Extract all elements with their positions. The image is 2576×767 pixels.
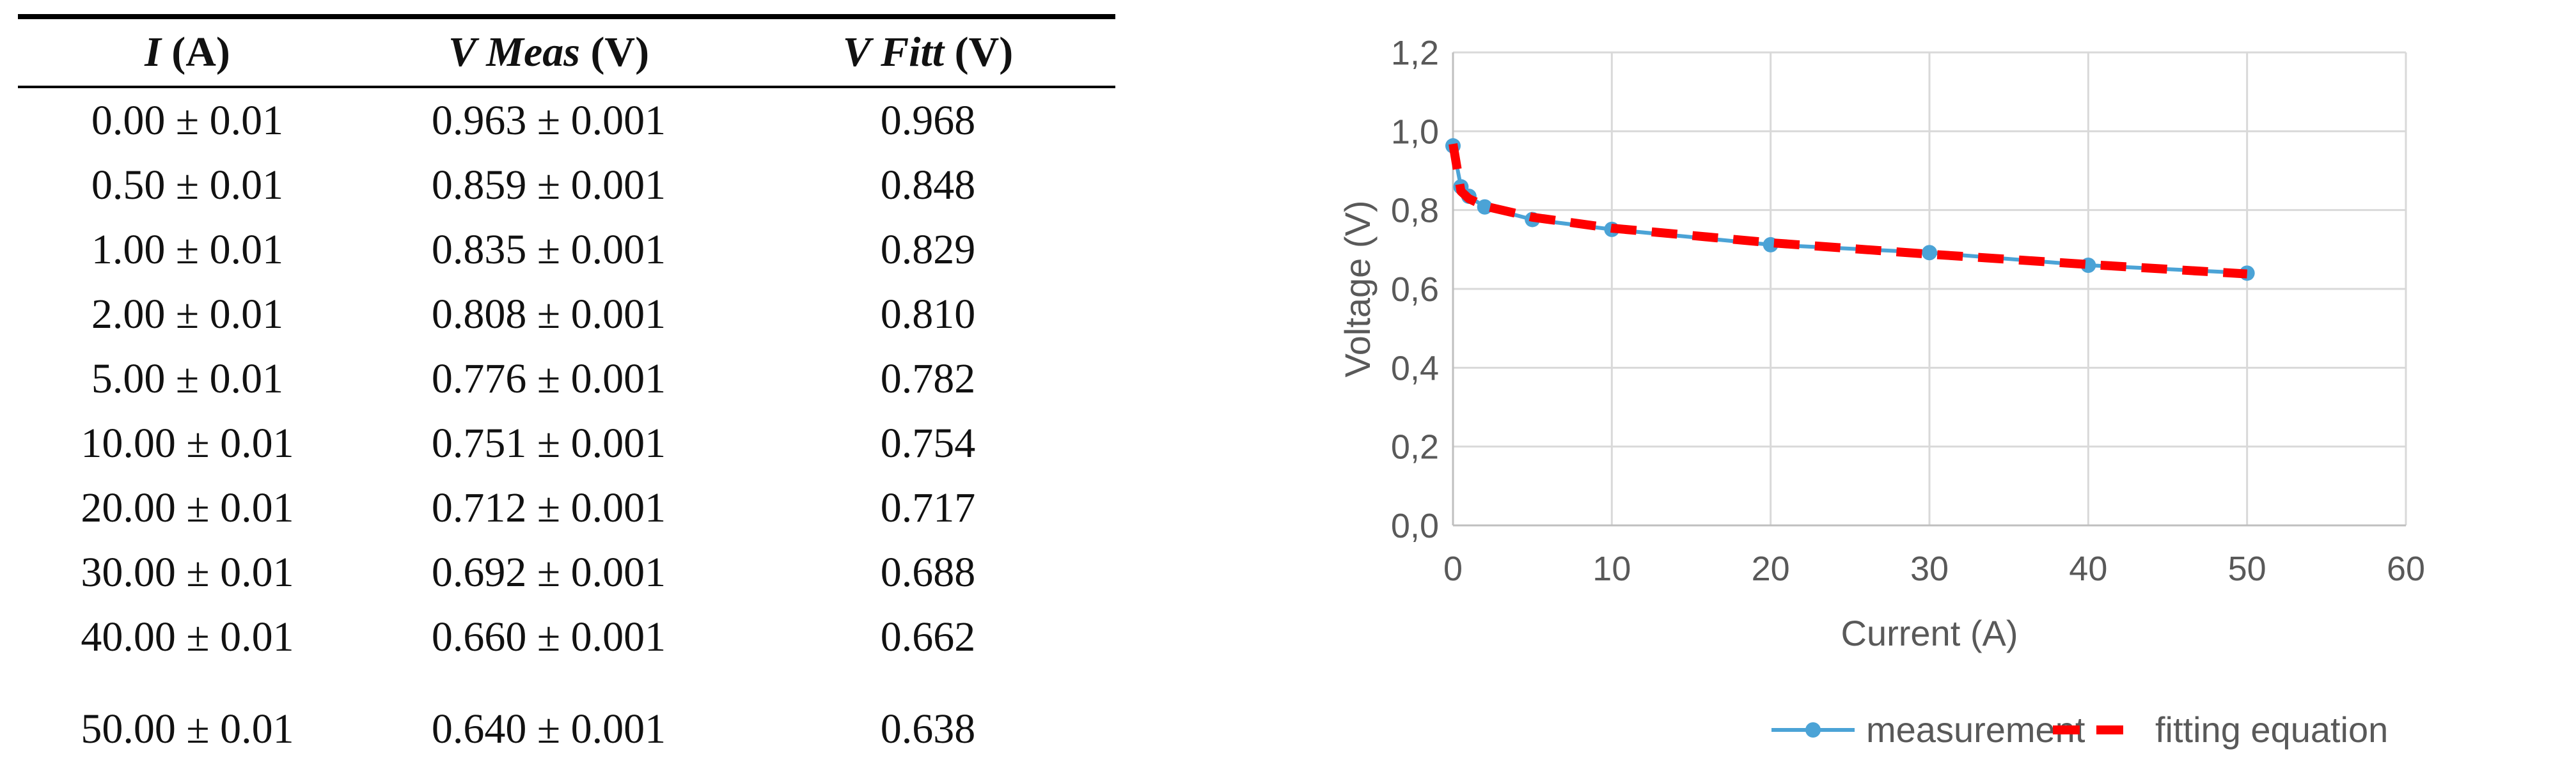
chart-gridlines <box>1453 51 2407 525</box>
y-axis-title: Voltage (V) <box>1337 200 1378 377</box>
cell-current: 0.00 ± 0.01 <box>91 97 284 144</box>
chart-legend: measurement fitting equation <box>1771 709 2388 750</box>
header-voltage-measured: V Meas (V) <box>357 14 741 88</box>
cell-voltage-measured: 0.640 ± 0.001 <box>431 706 666 752</box>
cell-current: 0.50 ± 0.01 <box>91 161 284 208</box>
cell-current: 1.00 ± 0.01 <box>91 226 284 273</box>
cell-current: 40.00 ± 0.01 <box>81 613 294 660</box>
legend-label-measurement: measurement <box>1866 709 2085 750</box>
voltage-current-chart: 0 10 20 30 40 50 60 0,0 0,2 0,4 0,6 0,8 1,0 1,2 Curre… <box>1337 34 2425 750</box>
cell-voltage-fitted: 0.754 <box>880 419 976 467</box>
cell-voltage-fitted: 0.638 <box>880 706 976 752</box>
cell-voltage-fitted: 0.662 <box>880 613 976 660</box>
y-tick-label: 0,2 <box>1391 428 1439 467</box>
data-point-measurement <box>1922 245 1937 261</box>
cell-voltage-fitted: 0.717 <box>880 484 976 531</box>
cell-voltage-measured: 0.776 ± 0.001 <box>431 355 666 402</box>
table-row: 1.00 ± 0.01 0.835 ± 0.001 0.829 <box>18 217 1115 282</box>
table-row: 20.00 ± 0.01 0.712 ± 0.001 0.717 <box>18 476 1115 540</box>
legend-label-fitting-equation: fitting equation <box>2155 709 2388 750</box>
cell-current: 30.00 ± 0.01 <box>81 548 294 596</box>
cell-voltage-measured: 0.963 ± 0.001 <box>431 97 666 144</box>
cell-current: 20.00 ± 0.01 <box>81 484 294 531</box>
table-row: 10.00 ± 0.01 0.751 ± 0.001 0.754 <box>18 411 1115 476</box>
table-row: 0.00 ± 0.01 0.963 ± 0.001 0.968 <box>18 87 1115 153</box>
y-tick-label: 0,4 <box>1391 349 1439 387</box>
cell-voltage-measured: 0.859 ± 0.001 <box>431 161 666 208</box>
measurement-table: I (A) V Meas (V) V Fitt (V) 0.00 ± 0.01 … <box>18 14 1115 757</box>
chart-tick-labels: 0 10 20 30 40 50 60 0,0 0,2 0,4 0,6 0,8 1,0 1,2 <box>1391 34 2425 588</box>
cell-voltage-fitted: 0.688 <box>880 548 976 596</box>
cell-voltage-fitted: 0.829 <box>880 226 976 273</box>
x-tick-label: 20 <box>1752 550 1790 588</box>
cell-voltage-measured: 0.660 ± 0.001 <box>431 613 666 660</box>
cell-voltage-fitted: 0.968 <box>880 97 976 144</box>
header-voltage-fitted: V Fitt (V) <box>741 14 1115 88</box>
table-row: 50.00 ± 0.01 0.640 ± 0.001 0.638 <box>18 669 1115 757</box>
chart-axes <box>1452 52 2406 527</box>
series-line-fitting-equation <box>1449 143 2248 279</box>
chart-series <box>1445 138 2255 281</box>
cell-current: 2.00 ± 0.01 <box>91 290 284 337</box>
table-row: 40.00 ± 0.01 0.660 ± 0.001 0.662 <box>18 605 1115 669</box>
cell-voltage-measured: 0.835 ± 0.001 <box>431 226 666 273</box>
cell-voltage-fitted: 0.810 <box>880 290 976 337</box>
table-row: 0.50 ± 0.01 0.859 ± 0.001 0.848 <box>18 153 1115 217</box>
header-current: I (A) <box>18 14 357 88</box>
table-header-row: I (A) V Meas (V) V Fitt (V) <box>18 14 1115 88</box>
data-point-measurement <box>1477 199 1493 215</box>
cell-voltage-measured: 0.712 ± 0.001 <box>431 484 666 531</box>
table-row: 2.00 ± 0.01 0.808 ± 0.001 0.810 <box>18 282 1115 346</box>
cell-voltage-fitted: 0.848 <box>880 161 976 208</box>
x-tick-label: 40 <box>2069 550 2107 588</box>
y-tick-label: 0,8 <box>1391 192 1439 230</box>
cell-current: 5.00 ± 0.01 <box>91 355 284 402</box>
cell-voltage-measured: 0.692 ± 0.001 <box>431 548 666 596</box>
y-tick-label: 0,0 <box>1391 507 1439 545</box>
x-tick-label: 10 <box>1592 550 1631 588</box>
table-row: 30.00 ± 0.01 0.692 ± 0.001 0.688 <box>18 540 1115 605</box>
x-tick-label: 30 <box>1910 550 1949 588</box>
cell-current: 10.00 ± 0.01 <box>81 419 294 467</box>
cell-voltage-fitted: 0.782 <box>880 355 976 402</box>
x-axis-title: Current (A) <box>1841 613 2018 653</box>
cell-voltage-measured: 0.751 ± 0.001 <box>431 419 666 467</box>
x-tick-label: 50 <box>2228 550 2266 588</box>
cell-voltage-measured: 0.808 ± 0.001 <box>431 290 666 337</box>
y-tick-label: 1,2 <box>1391 34 1439 72</box>
x-tick-label: 0 <box>1443 550 1463 588</box>
y-tick-label: 1,0 <box>1391 112 1439 151</box>
cell-current: 50.00 ± 0.01 <box>81 706 294 752</box>
y-tick-label: 0,6 <box>1391 270 1439 309</box>
x-tick-label: 60 <box>2387 550 2425 588</box>
data-table-container: I (A) V Meas (V) V Fitt (V) 0.00 ± 0.01 … <box>18 14 1115 757</box>
table-row: 5.00 ± 0.01 0.776 ± 0.001 0.782 <box>18 346 1115 411</box>
legend-marker-measurement <box>1805 722 1821 738</box>
